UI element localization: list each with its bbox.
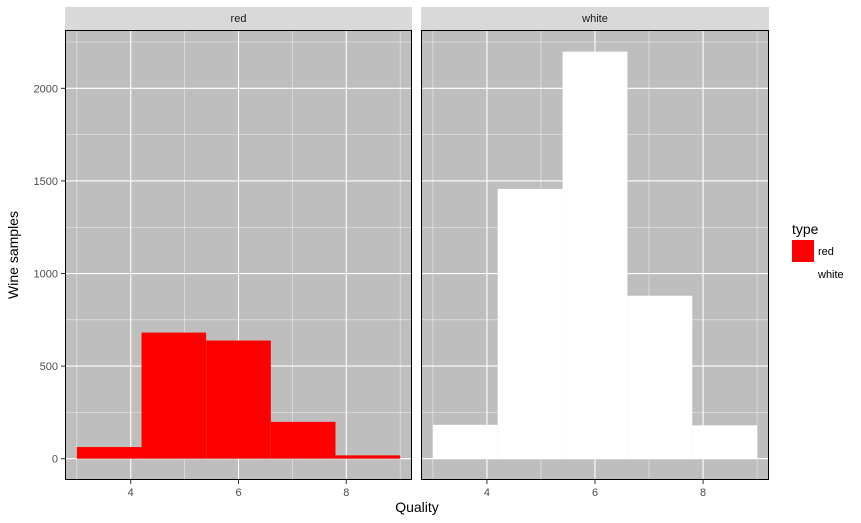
histogram-bar bbox=[141, 332, 207, 459]
y-tick-label: 0 bbox=[52, 454, 58, 466]
legend-key-red bbox=[792, 240, 814, 262]
y-tick-label: 2000 bbox=[34, 83, 58, 95]
histogram-bar bbox=[206, 340, 271, 459]
y-tick-label: 1500 bbox=[34, 176, 58, 188]
facet-panel-white: white 4 6 8 bbox=[421, 7, 769, 499]
facet-strip-red bbox=[65, 7, 412, 30]
y-axis: 0 500 1000 1500 2000 bbox=[34, 83, 65, 466]
panel-border bbox=[421, 30, 769, 480]
x-tick-label: 6 bbox=[235, 487, 241, 499]
facet-strip-label: red bbox=[231, 13, 247, 25]
histogram-bar bbox=[497, 188, 563, 459]
facet-strip-white bbox=[421, 7, 769, 30]
facet-panel-red: red 4 6 8 bbox=[65, 7, 412, 499]
histogram-bar bbox=[627, 295, 693, 459]
histogram-bar bbox=[432, 424, 498, 459]
legend-title: type bbox=[792, 221, 819, 237]
x-tick-label: 8 bbox=[343, 487, 349, 499]
legend-label-red: red bbox=[818, 246, 834, 258]
y-tick-label: 500 bbox=[40, 361, 58, 373]
x-axis-title: Quality bbox=[395, 499, 439, 515]
x-tick-label: 4 bbox=[128, 487, 134, 499]
facet-strip-label: white bbox=[581, 13, 608, 25]
y-axis-title: Wine samples bbox=[5, 211, 21, 299]
legend-key-white bbox=[792, 263, 814, 285]
panel-border bbox=[65, 30, 412, 480]
x-tick-label: 4 bbox=[484, 487, 490, 499]
x-tick-label: 6 bbox=[592, 487, 598, 499]
x-tick-label: 8 bbox=[700, 487, 706, 499]
y-tick-label: 1000 bbox=[34, 269, 58, 281]
legend: type red white bbox=[792, 221, 844, 285]
histogram-bar bbox=[335, 455, 401, 459]
histogram-bar bbox=[562, 51, 628, 459]
histogram-bar bbox=[76, 447, 142, 459]
legend-label-white: white bbox=[817, 269, 844, 281]
histogram-bar bbox=[270, 421, 336, 459]
histogram-bar bbox=[692, 425, 758, 459]
